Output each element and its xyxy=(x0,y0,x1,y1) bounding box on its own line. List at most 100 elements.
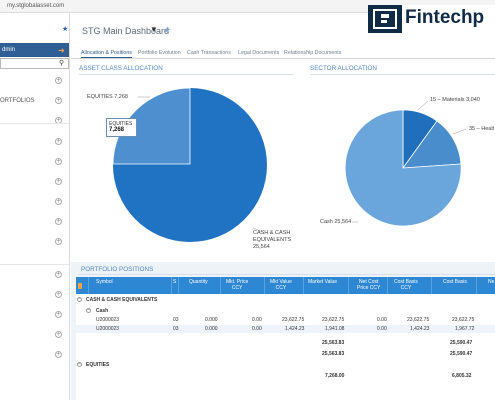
cell-mkt-price: 0.00 xyxy=(252,326,262,332)
col-market-value[interactable]: Market Value xyxy=(308,279,338,285)
collapse-icon[interactable]: − xyxy=(77,361,82,367)
table-row[interactable]: U2000023 03 0.000 0.00 1,424.23 1,941.08… xyxy=(76,325,495,333)
grid-header: Symbol S Quantity Mkt. Price CCY Mkt Valu… xyxy=(76,277,495,294)
expand-icon[interactable]: + xyxy=(55,271,62,278)
pie-label-cash-line1: CASH & CASH xyxy=(253,230,291,236)
col-cost-basis-ccy[interactable]: Cost Basis CCY xyxy=(394,279,418,291)
cell-cost-basis: 23,622.75 xyxy=(452,317,475,323)
group-equities-label: EQUITIES xyxy=(86,362,110,368)
pie-label-equities: EQUITIES 7,268 xyxy=(87,94,128,100)
logo-text: Fintechp xyxy=(405,7,485,28)
tab-portfolio-evolution[interactable]: Portfolio Evolution xyxy=(138,50,181,56)
tooltip-value: 7,268 xyxy=(109,127,125,133)
sidebar: ★ dmin ➜ ⚲ + ORTFOLIOS + + + + + + + + +… xyxy=(0,13,70,400)
cell-symbol: U2000023 xyxy=(96,317,120,323)
brand-logo: Fintechp xyxy=(368,5,495,33)
expand-icon[interactable]: + xyxy=(55,218,62,225)
pie-label-cash-line3: 25,564 xyxy=(253,244,270,250)
column-chooser-handle[interactable] xyxy=(78,283,82,289)
tab-allocation-positions[interactable]: Allocation & Positions xyxy=(81,50,132,58)
url-text: my.stglobalasset.com xyxy=(7,3,65,9)
col-s[interactable]: S xyxy=(173,279,177,285)
chevron-down-icon[interactable]: ▼ xyxy=(150,25,158,34)
cell-cost-basis-ccy: 1,424.23 xyxy=(410,326,430,332)
cell-market-value: 1,941.08 xyxy=(325,326,345,332)
col-net-cost-price-ccy[interactable]: Net Cost Price CCY xyxy=(357,279,381,291)
cell-cost-basis-ccy: 23,622.75 xyxy=(407,317,430,323)
table-row[interactable]: U2000023 03 0.000 0.00 23,622.75 23,622.… xyxy=(76,316,495,324)
sidebar-item-portfolios[interactable]: ORTFOLIOS xyxy=(0,98,35,104)
logo-mark xyxy=(368,5,402,33)
group-cash-label: CASH & CASH EQUIVALENTS xyxy=(86,297,158,303)
divider xyxy=(0,123,69,124)
col-mkt-value-ccy[interactable]: Mkt Value CCY xyxy=(270,279,292,291)
expand-icon[interactable]: + xyxy=(55,77,62,84)
expand-icon[interactable]: + xyxy=(55,351,62,358)
expand-icon[interactable]: + xyxy=(55,138,62,145)
arrow-right-icon[interactable]: ➜ xyxy=(58,46,65,55)
pin-icon[interactable]: ★ xyxy=(62,26,69,33)
pie-slice-cash[interactable] xyxy=(112,88,267,243)
pie-slice-cash[interactable] xyxy=(344,109,462,227)
user-name: dmin xyxy=(2,47,16,53)
subgroup-cash-label: Cash xyxy=(96,308,109,314)
cell-s: 03 xyxy=(173,317,179,323)
pie-slice-health[interactable] xyxy=(402,120,462,169)
tab-relationship-documents[interactable]: Relationship Documents xyxy=(284,50,342,56)
expand-icon[interactable]: + xyxy=(55,331,62,338)
tab-cash-transactions[interactable]: Cash Transactions xyxy=(187,50,231,56)
col-net[interactable]: Ne xyxy=(488,279,495,285)
tooltip-name: EQUITIES xyxy=(109,121,133,127)
collapse-icon[interactable]: − xyxy=(77,296,82,302)
col-symbol[interactable]: Symbol xyxy=(96,279,113,285)
asset-allocation-title: ASSET CLASS ALLOCATION xyxy=(79,65,163,72)
divider xyxy=(310,74,495,75)
chart-tooltip: EQUITIES 7,268 xyxy=(106,118,137,137)
col-cost-basis[interactable]: Cost Basis xyxy=(443,279,467,285)
dashboard-title[interactable]: STG Main Dashboard xyxy=(82,26,170,36)
cell-quantity: 0.000 xyxy=(205,317,218,323)
col-quantity[interactable]: Quantity xyxy=(189,279,208,285)
expand-icon[interactable]: + xyxy=(55,291,62,298)
divider xyxy=(0,264,69,265)
col-mkt-price-ccy[interactable]: Mkt. Price CCY xyxy=(226,279,249,291)
cell-mkt-price: 0.00 xyxy=(252,317,262,323)
cell-cost-basis: 1,967.72 xyxy=(455,326,475,332)
cell-quantity: 0.000 xyxy=(205,326,218,332)
cell-market-value: 23,622.75 xyxy=(322,317,345,323)
cell-mkt-value-ccy: 1,424.23 xyxy=(285,326,305,332)
cell-net-cost: 0.00 xyxy=(377,317,387,323)
tab-legal-documents[interactable]: Legal Documents xyxy=(238,50,280,56)
cell-mkt-value-ccy: 23,622.75 xyxy=(282,317,305,323)
pie-slice-equities[interactable] xyxy=(112,87,191,165)
expand-icon[interactable]: + xyxy=(55,97,62,104)
expand-icon[interactable]: + xyxy=(55,311,62,318)
user-menu[interactable]: dmin ➜ xyxy=(0,43,69,57)
equities-cost-basis: 6,805.32 xyxy=(452,373,472,379)
equities-market-value: 7,268.00 xyxy=(325,373,345,379)
total-market-value: 25,563.83 xyxy=(322,351,345,357)
expand-icon[interactable]: + xyxy=(55,178,62,185)
cell-symbol: U2000023 xyxy=(96,326,120,332)
sector-label-cash: Cash 25,564 xyxy=(320,219,352,225)
sector-label-health: 35 – Healt xyxy=(469,126,495,132)
pie-label-cash-line2: EQUIVALENTS xyxy=(253,237,292,243)
expand-icon[interactable]: + xyxy=(55,238,62,245)
positions-grid xyxy=(76,294,495,400)
divider xyxy=(79,274,495,275)
cell-net-cost: 0.00 xyxy=(377,326,387,332)
expand-icon[interactable]: + xyxy=(55,198,62,205)
expand-icon[interactable]: + xyxy=(55,158,62,165)
cell-s: 03 xyxy=(173,326,179,332)
subtotal-market-value: 25,563.83 xyxy=(322,340,345,346)
tab-bar: Allocation & Positions Portfolio Evoluti… xyxy=(71,46,495,59)
sector-label-materials: 15 – Materials 3,040 xyxy=(430,97,480,103)
search-input[interactable]: ⚲ xyxy=(0,58,69,69)
total-cost-basis: 25,590.47 xyxy=(450,351,473,357)
portfolio-positions-title: PORTFOLIO POSITIONS xyxy=(81,266,154,273)
divider xyxy=(79,74,293,75)
collapse-icon[interactable]: − xyxy=(86,307,91,313)
search-icon[interactable]: ⚲ xyxy=(59,60,65,67)
favorite-star-icon[interactable]: ★ xyxy=(163,25,172,35)
